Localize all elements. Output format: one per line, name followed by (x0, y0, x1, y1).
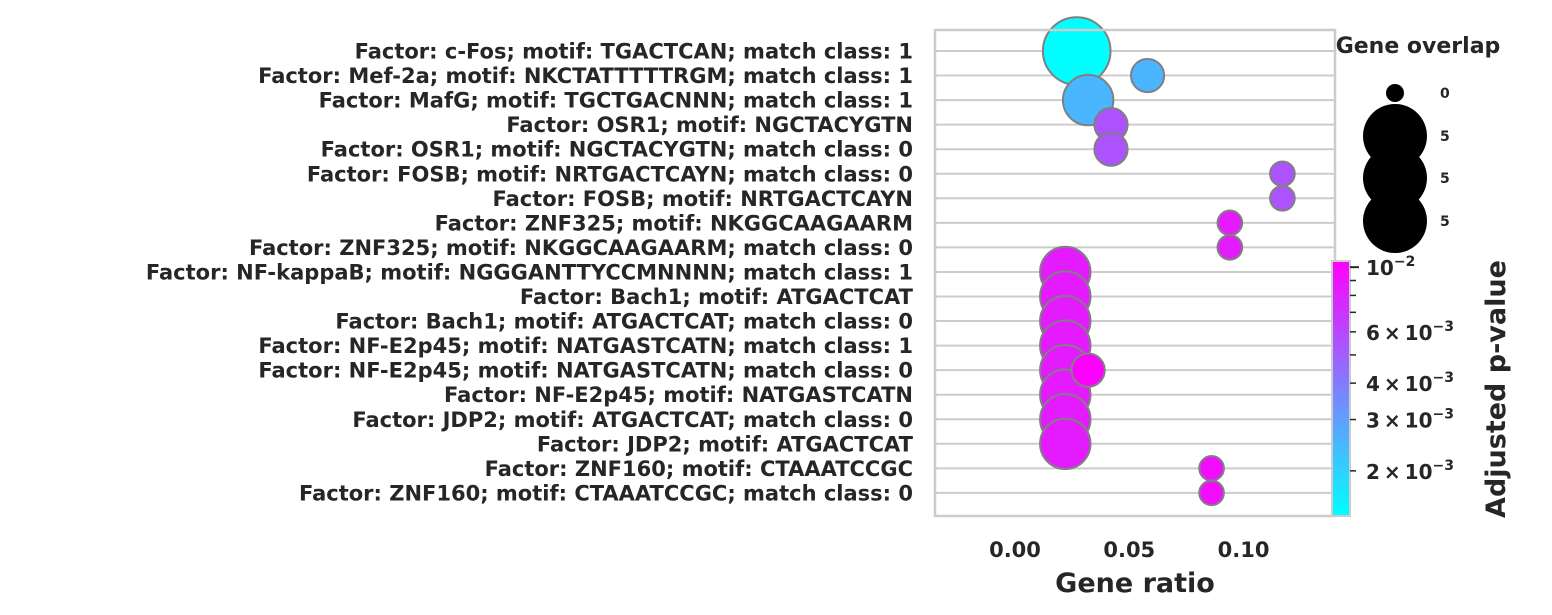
grid-lines (935, 50, 1335, 494)
x-tick-label: 0.00 (989, 538, 1041, 562)
y-tick-label: Factor: NF-E2p45; motif: NATGASTCATN; ma… (258, 334, 913, 358)
y-tick-label: Factor: OSR1; motif: NGCTACYGTN (506, 113, 913, 137)
y-tick-labels: Factor: c-Fos; motif: TGACTCAN; match cl… (146, 40, 914, 506)
data-point (1216, 234, 1244, 261)
y-tick-label: Factor: ZNF160; motif: CTAAATCCGC; match… (299, 481, 913, 505)
y-tick-label: Factor: Bach1; motif: ATGACTCAT; match c… (335, 310, 913, 334)
colorbar-gradient (1331, 260, 1351, 517)
y-tick-label: Factor: ZNF325; motif: NKGGCAAGAARM; mat… (249, 236, 913, 260)
data-points (1039, 16, 1296, 507)
x-axis-label: Gene ratio (1055, 568, 1215, 599)
data-point (1070, 352, 1106, 388)
y-tick-label: Factor: JDP2; motif: ATGACTCAT (537, 432, 914, 456)
y-tick-label: Factor: JDP2; motif: ATGACTCAT; match cl… (352, 408, 913, 432)
y-tick-label: Factor: NF-E2p45; motif: NATGASTCATN (444, 383, 913, 407)
data-point (1041, 16, 1112, 86)
y-tick-label: Factor: ZNF160; motif: CTAAATCCGC (485, 457, 913, 481)
data-point (1269, 160, 1296, 188)
colorbar-tick-label: 10−2 (1366, 254, 1415, 280)
data-point (1093, 131, 1129, 167)
y-tick-label: Factor: FOSB; motif: NRTGACTCAYN; match … (307, 162, 913, 186)
data-point (1216, 209, 1244, 237)
y-tick-label: Factor: Mef-2a; motif: NKCTATTTTTRGM; ma… (258, 64, 913, 88)
colorbar-label: Adjusted p-value (1481, 260, 1512, 518)
y-tick-label: Factor: NF-kappaB; motif: NGGGANTTYCCMNN… (146, 260, 913, 284)
data-point (1198, 479, 1225, 507)
y-tick-label: Factor: NF-E2p45; motif: NATGASTCATN; ma… (258, 359, 913, 383)
colorbar-tick-label: 6 × 10−3 (1366, 319, 1454, 345)
data-point (1269, 185, 1296, 212)
size-legend-label: 5 (1440, 171, 1450, 187)
data-point (1129, 57, 1166, 94)
y-tick-label: Factor: ZNF325; motif: NKGGCAAGAARM (435, 211, 913, 235)
x-tick-labels: 0.00 0.05 0.10 (989, 538, 1269, 562)
y-tick-label: Factor: Bach1; motif: ATGACTCAT (520, 285, 914, 309)
y-tick-label: Factor: c-Fos; motif: TGACTCAN; match cl… (355, 40, 913, 64)
y-tick-label: Factor: OSR1; motif: NGCTACYGTN; match c… (321, 138, 913, 162)
size-legend-title: Gene overlap (1336, 34, 1501, 59)
data-point (1039, 417, 1092, 470)
size-legend-label: 0 (1440, 86, 1450, 102)
colorbar-tick-label: 2 × 10−3 (1366, 458, 1454, 484)
size-legend-label: 5 (1440, 129, 1450, 145)
size-legend-marker (1363, 189, 1427, 253)
x-tick-label: 0.05 (1103, 538, 1155, 562)
size-legend: Gene overlap 0 5 5 5 (1336, 34, 1501, 253)
colorbar-tick-label: 3 × 10−3 (1366, 407, 1454, 433)
colorbar-tick-label: 4 × 10−3 (1366, 370, 1454, 396)
colorbar: 10−2 6 × 10−3 4 × 10−3 3 × 10−3 2 × 10−3 Adj… (1331, 254, 1512, 518)
data-point (1198, 455, 1225, 482)
size-legend-label: 5 (1440, 214, 1450, 230)
size-legend-marker (1386, 84, 1404, 102)
colorbar-ticks: 10−2 6 × 10−3 4 × 10−3 3 × 10−3 2 × 10−3 (1350, 254, 1454, 484)
y-tick-label: Factor: MafG; motif: TGCTGACNNN; match c… (319, 89, 913, 113)
x-tick-label: 0.10 (1218, 538, 1270, 562)
y-tick-label: Factor: FOSB; motif: NRTGACTCAYN (493, 187, 913, 211)
